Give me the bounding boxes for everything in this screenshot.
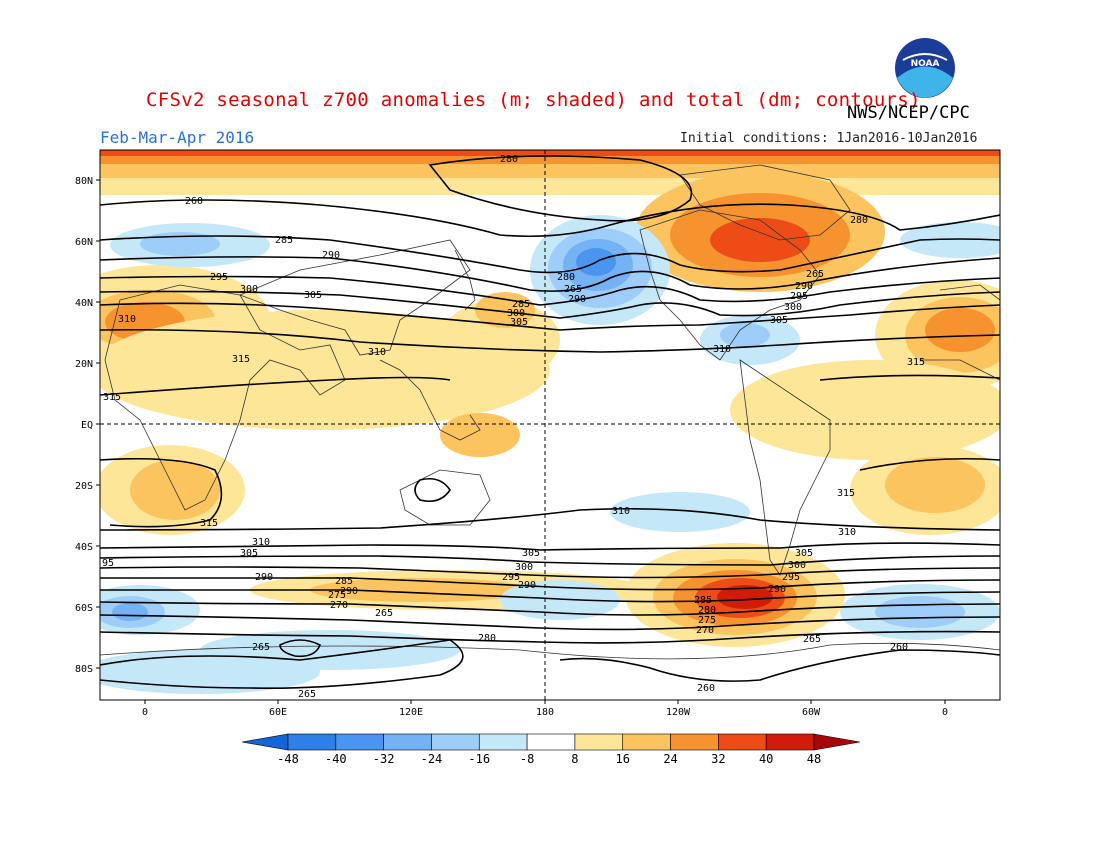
contour-label: 315 <box>837 488 855 499</box>
contour-label: 290 <box>568 294 586 305</box>
contour-label: 285 <box>694 595 712 606</box>
contour-label: 290 <box>795 281 813 292</box>
contour-label: 280 <box>478 633 496 644</box>
contour-label: 265 <box>252 642 270 653</box>
lat-label: 40S <box>75 542 93 553</box>
contour-labels: 280 260 285 290 295 300 305 310 310 315 … <box>102 154 925 700</box>
lon-axis: 0 60E 120E 180 120W 60W 0 <box>142 700 948 718</box>
lat-label: 80N <box>75 176 93 187</box>
chart-title: CFSv2 seasonal z700 anomalies (m; shaded… <box>146 89 921 111</box>
contour-label: 310 <box>838 527 856 538</box>
contour-label: 290 <box>340 586 358 597</box>
contour-label: 280 <box>698 605 716 616</box>
season-label: Feb-Mar-Apr 2016 <box>100 128 255 147</box>
contour-label: 290 <box>322 250 340 261</box>
contour-label: 285 <box>275 235 293 246</box>
lon-label: 0 <box>142 707 148 718</box>
contour-label: 285 <box>512 299 530 310</box>
contour-label: 305 <box>510 317 528 328</box>
lon-label: 120W <box>666 707 691 718</box>
contour-label: 315 <box>200 518 218 529</box>
contour-label: 305 <box>304 290 322 301</box>
lon-label: 120E <box>399 707 423 718</box>
contour-label: 270 <box>330 600 348 611</box>
contour-label: 300 <box>240 284 258 295</box>
map-frame <box>99 149 1001 701</box>
contour-label: 290 <box>255 572 273 583</box>
contour-label: 280 <box>850 215 868 226</box>
contour-label: 310 <box>713 344 731 355</box>
contour-label: 280 <box>557 272 575 283</box>
contour-label: 275 <box>328 590 346 601</box>
noaa-logo: NOAA <box>895 38 955 98</box>
contour-label: 260 <box>185 196 203 207</box>
agency-label: NWS/NCEP/CPC <box>847 103 970 123</box>
height-contours <box>100 155 1000 690</box>
lat-axis: 80N 60N 40N 20N EQ 20S 40S 60S 80S <box>75 176 100 675</box>
contour-label: 310 <box>612 506 630 517</box>
initial-conditions: Initial conditions: 1Jan2016-10Jan2016 <box>680 131 978 146</box>
contour-label: 275 <box>698 615 716 626</box>
contour-label: 260 <box>890 642 908 653</box>
contour-label: 270 <box>696 625 714 636</box>
contour-label: 300 <box>784 302 802 313</box>
contour-label: 265 <box>298 689 316 700</box>
contour-label: 95 <box>102 558 114 569</box>
lon-label: 60E <box>269 707 287 718</box>
contour-label: 265 <box>803 634 821 645</box>
contour-label: 265 <box>375 608 393 619</box>
contour-label: 280 <box>500 154 518 165</box>
contour-label: 295 <box>502 572 520 583</box>
lon-label: 0 <box>942 707 948 718</box>
lat-label: EQ <box>81 420 93 431</box>
lon-label: 180 <box>536 707 554 718</box>
contour-label: 265 <box>564 284 582 295</box>
contour-label: 305 <box>240 548 258 559</box>
contour-label: 315 <box>907 357 925 368</box>
contour-label: 310 <box>252 537 270 548</box>
lat-label: 20N <box>75 359 93 370</box>
contour-label: 260 <box>697 683 715 694</box>
contour-label: 305 <box>795 548 813 559</box>
contour-label: 295 <box>210 272 228 283</box>
contour-label: 315 <box>103 392 121 403</box>
lat-label: 20S <box>75 481 93 492</box>
contour-label: 300 <box>788 560 806 571</box>
anomaly-shading <box>100 150 1000 694</box>
lat-label: 60S <box>75 603 93 614</box>
lat-label: 60N <box>75 237 93 248</box>
lon-label: 60W <box>802 707 821 718</box>
contour-label: 305 <box>770 315 788 326</box>
contour-label: 285 <box>335 576 353 587</box>
contour-label: 295 <box>790 291 808 302</box>
contour-label: 290 <box>518 580 536 591</box>
contour-label: 315 <box>232 354 250 365</box>
coastlines <box>100 164 1000 660</box>
contour-label: 300 <box>515 562 533 573</box>
contour-label: 310 <box>118 314 136 325</box>
contour-label: 290 <box>768 584 786 595</box>
noaa-logo-text: NOAA <box>911 59 940 69</box>
lat-label: 80S <box>75 664 93 675</box>
contour-label: 310 <box>368 347 386 358</box>
contour-label: 295 <box>782 572 800 583</box>
contour-label: 300 <box>507 308 525 319</box>
lat-label: 40N <box>75 298 93 309</box>
contour-label: 305 <box>522 548 540 559</box>
contour-label: 265 <box>806 269 824 280</box>
